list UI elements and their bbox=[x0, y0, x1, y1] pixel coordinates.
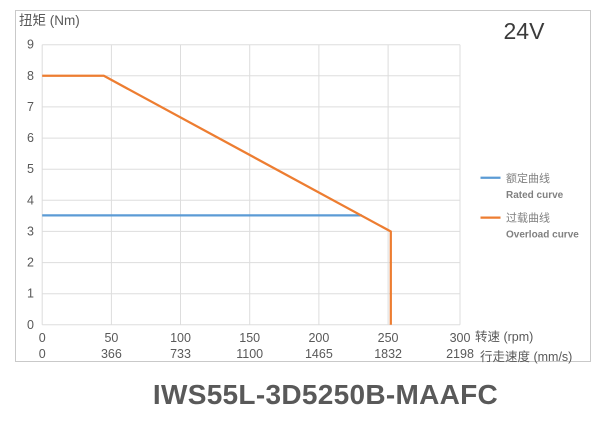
svg-text:1465: 1465 bbox=[305, 347, 333, 361]
svg-text:扭矩 (Nm): 扭矩 (Nm) bbox=[19, 13, 80, 28]
svg-text:行走速度 (mm/s): 行走速度 (mm/s) bbox=[480, 349, 572, 364]
svg-text:0: 0 bbox=[39, 331, 46, 345]
svg-text:24V: 24V bbox=[504, 18, 546, 44]
svg-text:366: 366 bbox=[101, 347, 122, 361]
svg-text:4: 4 bbox=[27, 193, 34, 207]
svg-text:6: 6 bbox=[27, 131, 34, 145]
svg-text:Rated curve: Rated curve bbox=[506, 190, 564, 201]
svg-text:733: 733 bbox=[170, 347, 191, 361]
svg-text:过载曲线: 过载曲线 bbox=[506, 211, 550, 225]
svg-text:7: 7 bbox=[27, 100, 34, 114]
svg-text:50: 50 bbox=[104, 331, 118, 345]
svg-text:300: 300 bbox=[450, 331, 471, 345]
svg-text:5: 5 bbox=[27, 162, 34, 176]
svg-text:1: 1 bbox=[27, 287, 34, 301]
svg-text:150: 150 bbox=[239, 331, 260, 345]
svg-text:100: 100 bbox=[170, 331, 191, 345]
svg-text:0: 0 bbox=[39, 347, 46, 361]
svg-text:200: 200 bbox=[308, 331, 329, 345]
svg-text:250: 250 bbox=[378, 331, 399, 345]
svg-text:0: 0 bbox=[27, 318, 34, 332]
svg-text:3: 3 bbox=[27, 224, 34, 238]
svg-text:1100: 1100 bbox=[236, 347, 263, 361]
svg-text:额定曲线: 额定曲线 bbox=[506, 171, 550, 185]
svg-text:9: 9 bbox=[27, 38, 34, 52]
svg-text:1832: 1832 bbox=[374, 347, 402, 361]
svg-text:2198: 2198 bbox=[446, 347, 474, 361]
svg-text:2: 2 bbox=[27, 256, 34, 270]
svg-text:8: 8 bbox=[27, 69, 34, 83]
svg-text:Overload curve: Overload curve bbox=[506, 230, 579, 241]
svg-text:转速 (rpm): 转速 (rpm) bbox=[475, 329, 533, 344]
